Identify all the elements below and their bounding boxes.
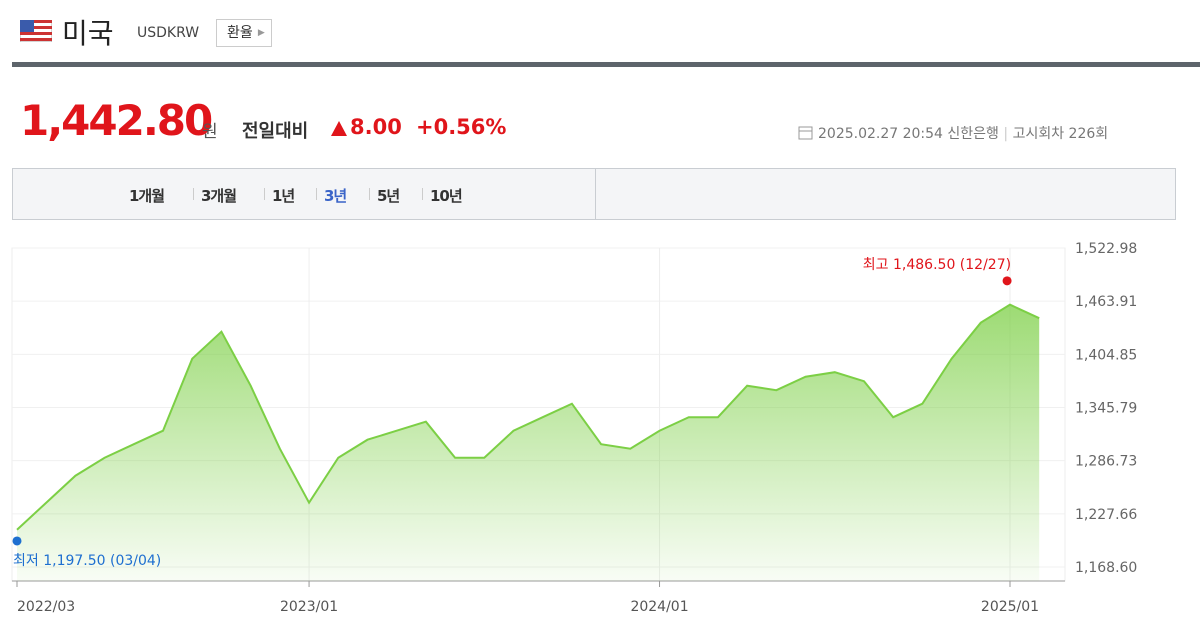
y-tick-label: 1,404.85: [1075, 347, 1137, 363]
currency-code: USDKRW: [137, 25, 200, 41]
chart: 1,168.60 1,227.66 1,286.73 1,345.79 1,404.85…: [11, 241, 1137, 615]
flag-icon: [20, 20, 52, 42]
divider: [12, 62, 1200, 67]
round: 고시회차 226회: [1012, 126, 1109, 142]
price-unit: 원: [202, 122, 218, 142]
tab-separator: [369, 188, 370, 200]
period-tab[interactable]: 10년: [430, 187, 463, 205]
period-tab[interactable]: 1년: [272, 187, 295, 205]
period-tabs: 1개월 3개월 1년 3년 5년 10년: [12, 168, 1176, 220]
y-tick-label: 1,463.91: [1075, 294, 1137, 310]
bank: 신한은행: [947, 126, 999, 142]
change-percent: +0.56%: [416, 115, 507, 139]
meta-info: 2025.02.27 20:54 신한은행 | 고시회차 226회: [818, 126, 1109, 142]
period-tab[interactable]: 3개월: [201, 187, 237, 205]
change-value: 8.00: [350, 115, 402, 139]
area: [17, 304, 1040, 581]
tab-separator: [316, 188, 317, 200]
period-tab[interactable]: 5년: [377, 187, 400, 205]
annotation: 최저 1,197.50 (03/04): [13, 553, 161, 569]
calendar-icon: [798, 126, 813, 140]
y-tick-label: 1,227.66: [1075, 507, 1137, 523]
x-tick-label: 2022/03: [17, 599, 75, 615]
tab-separator: [422, 188, 423, 200]
button-label: 환율: [227, 25, 253, 41]
country-title: 미국: [62, 17, 114, 50]
compare-label: 전일대비: [242, 121, 309, 142]
period-tab[interactable]: 3년: [324, 187, 347, 205]
up-triangle: [331, 121, 347, 136]
annotation: 최고 1,486.50 (12/27): [863, 257, 1011, 273]
y-tick-label: 1,345.79: [1075, 401, 1137, 417]
tab-separator: [193, 188, 194, 200]
arrow-icon: ▶: [257, 28, 265, 38]
line: [16, 303, 1040, 531]
x-tick-label: 2023/01: [280, 599, 338, 615]
x-tick-label: 2025/01: [981, 599, 1039, 615]
datetime: 2025.02.27 20:54: [818, 126, 943, 142]
y-tick-label: 1,168.60: [1075, 560, 1137, 576]
extreme-point: [12, 536, 22, 546]
y-tick-label: 1,522.98: [1075, 241, 1137, 257]
tab-separator: [264, 188, 265, 200]
divider: [595, 169, 596, 219]
period-tab[interactable]: 1개월: [129, 187, 165, 205]
x-tick-label: 2024/01: [630, 599, 688, 615]
extreme-point: [1002, 276, 1012, 286]
y-tick-label: 1,286.73: [1075, 454, 1137, 470]
price-value: 1,442.80: [20, 96, 213, 145]
exchange-button[interactable]: 환율 ▶: [216, 19, 272, 47]
